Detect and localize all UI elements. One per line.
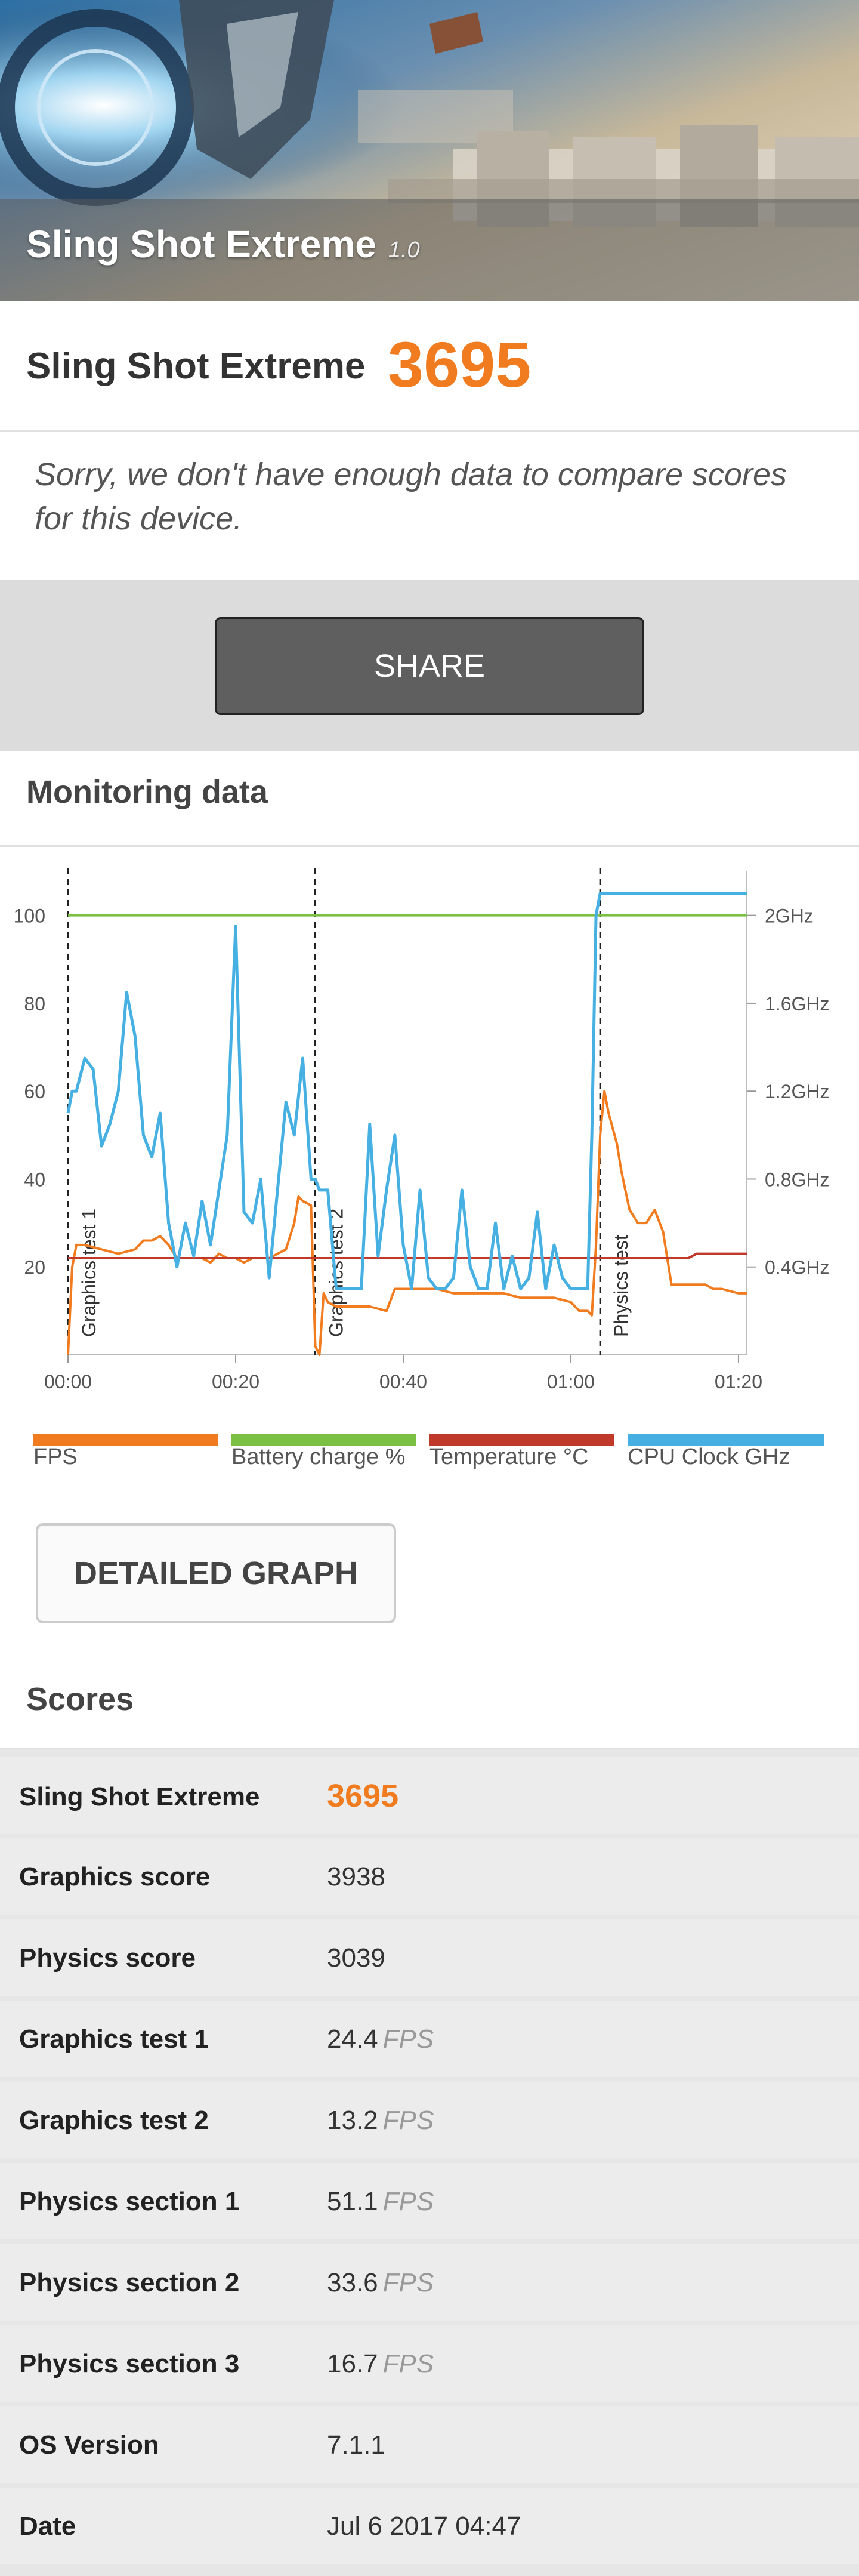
y-right-tick-label: 0.4GHz [765,1257,829,1278]
row-value-number: Jul 6 2017 04:47 [327,2512,521,2541]
x-tick-label: 00:40 [379,1371,427,1392]
y-left-tick-label: 80 [24,993,45,1015]
legend-label-cpu-clock: CPU Clock GHz [628,1444,790,1469]
row-label: Graphics test 1 [19,2025,209,2054]
table-row: OS Version 7.1.1 [0,2406,859,2483]
row-value-number: 3039 [327,1943,385,1973]
row-value-number: 33.6 [327,2268,378,2297]
monitoring-chart: 20 40 60 80 100 0.4GHz 0.8GHz 1.2GHz 1.6GHz 2GHz 0… [14,868,829,1392]
hero-banner: Sling Shot Extreme 1.0 [0,0,859,301]
legend-swatch-fps [33,1434,218,1446]
banner-version: 1.0 [388,238,420,263]
score-header-card [0,301,859,431]
row-label: Graphics score [19,1862,211,1891]
legend-label-fps: FPS [33,1444,78,1469]
share-button[interactable]: SHARE [215,617,644,715]
test-marker-label: Graphics test 1 [78,1209,100,1337]
table-row: Date Jul 6 2017 04:47 [0,2488,859,2564]
detailed-graph-button[interactable]: DETAILED GRAPH [36,1523,396,1623]
y-left-tick-label: 100 [14,905,45,927]
row-value-number: 16.7 [327,2349,378,2378]
divider [0,1748,859,1749]
compare-message: Sorry, we don't have enough data to comp… [35,457,787,537]
monitoring-title: Monitoring data [26,774,268,810]
row-value: 3938 [327,1862,385,1892]
score-title: Sling Shot Extreme [26,346,366,387]
row-value: 13.2 FPS [327,2106,434,2136]
row-value-number: 3695 [327,1778,399,1814]
x-tick-label: 01:20 [715,1371,762,1392]
legend-swatch-temperature [430,1434,614,1446]
space-station-artwork [0,0,859,301]
row-value-number: 3938 [327,1862,385,1891]
row-label: Physics section 2 [19,2268,240,2297]
table-row: Graphics test 1 24.4 FPS [0,2001,859,2077]
y-right-tick-label: 0.8GHz [765,1169,829,1190]
banner-title: Sling Shot Extreme 1.0 [26,222,420,266]
banner-title-bar [0,199,859,301]
y-right-tick-label: 1.2GHz [765,1081,829,1102]
row-label: OS Version [19,2430,159,2460]
y-left-tick-label: 40 [24,1169,45,1190]
y-right-tick-label: 2GHz [765,905,814,927]
legend-label-temperature: Temperature °C [430,1444,589,1469]
row-value-unit: FPS [382,2106,434,2135]
row-value: 7.1.1 [327,2430,385,2460]
row-value: 24.4 FPS [327,2025,434,2054]
row-value-unit: FPS [382,2187,434,2216]
table-row: Graphics score 3938 [0,1838,859,1915]
table-row: Graphics test 2 13.2 FPS [0,2082,859,2158]
y-right-tick-label: 1.6GHz [765,993,829,1015]
table-row: Physics section 3 16.7 FPS [0,2325,859,2402]
row-label: Physics score [19,1943,196,1973]
series-line-temperature [68,1252,747,1259]
row-label: Graphics test 2 [19,2106,209,2135]
y-left-tick-label: 20 [24,1257,45,1278]
legend-swatch-battery [231,1434,416,1446]
table-row: Sling Shot Extreme 3695 [0,1757,859,1834]
table-row: Physics score 3039 [0,1919,859,1996]
test-marker-label: Physics test [610,1235,632,1337]
row-value-unit: FPS [382,2349,434,2378]
scores-card [0,1647,859,1749]
overall-score: 3695 [388,328,532,400]
row-value: 3695 [327,1777,398,1814]
row-value: Jul 6 2017 04:47 [327,2512,521,2541]
row-value: 33.6 FPS [327,2268,434,2298]
row-value-number: 13.2 [327,2106,378,2135]
y-left-tick-label: 60 [24,1081,45,1102]
row-value-number: 7.1.1 [327,2430,385,2460]
table-row: Physics section 2 33.6 FPS [0,2244,859,2321]
divider [0,430,859,432]
series-line-cpu-clock [66,892,747,1290]
row-label: Physics section 1 [19,2187,240,2216]
row-value-number: 51.1 [327,2187,378,2216]
compare-card [0,432,859,580]
row-label: Date [19,2512,76,2541]
row-label: Sling Shot Extreme [19,1782,260,1811]
row-value: 16.7 FPS [327,2349,434,2379]
row-value-number: 24.4 [327,2025,378,2054]
row-label: Physics section 3 [19,2349,240,2378]
row-value: 3039 [327,1943,385,1973]
row-value-unit: FPS [382,2268,434,2297]
legend-label-battery: Battery charge % [231,1444,406,1469]
x-tick-label: 00:00 [44,1371,92,1392]
row-value: 51.1 FPS [327,2187,434,2217]
table-row: Physics section 1 51.1 FPS [0,2163,859,2239]
x-tick-label: 01:00 [547,1371,595,1392]
row-value-unit: FPS [382,2025,434,2054]
divider [0,845,859,847]
scores-title: Scores [26,1681,134,1717]
legend-swatch-cpu-clock [628,1434,824,1446]
banner-title-text: Sling Shot Extreme [26,223,376,266]
x-tick-label: 00:20 [212,1371,259,1392]
